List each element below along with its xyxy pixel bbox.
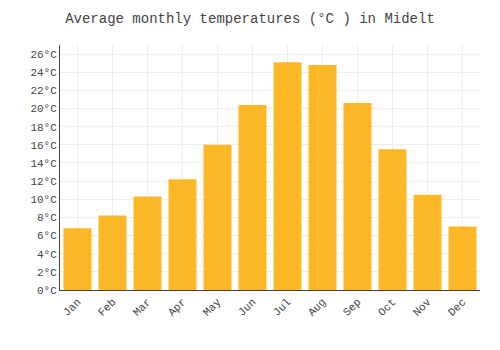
svg-text:20°C: 20°C bbox=[30, 103, 57, 115]
svg-text:Dec: Dec bbox=[446, 296, 468, 318]
svg-text:22°C: 22°C bbox=[30, 85, 57, 97]
svg-text:0°C: 0°C bbox=[37, 285, 57, 297]
svg-text:26°C: 26°C bbox=[30, 49, 57, 61]
svg-text:Aug: Aug bbox=[306, 296, 328, 318]
svg-text:12°C: 12°C bbox=[30, 176, 57, 188]
svg-text:Mar: Mar bbox=[131, 296, 153, 318]
svg-text:Apr: Apr bbox=[166, 296, 188, 318]
svg-text:16°C: 16°C bbox=[30, 140, 57, 152]
svg-text:Jan: Jan bbox=[61, 296, 83, 318]
svg-text:6°C: 6°C bbox=[37, 230, 57, 242]
svg-text:2°C: 2°C bbox=[37, 267, 57, 279]
svg-text:8°C: 8°C bbox=[37, 212, 57, 224]
svg-text:Oct: Oct bbox=[376, 296, 398, 318]
svg-text:May: May bbox=[201, 296, 224, 319]
svg-text:Jun: Jun bbox=[236, 296, 258, 318]
svg-text:Feb: Feb bbox=[96, 296, 118, 318]
svg-text:10°C: 10°C bbox=[30, 194, 57, 206]
svg-text:Jul: Jul bbox=[271, 296, 293, 318]
svg-text:24°C: 24°C bbox=[30, 67, 57, 79]
svg-text:18°C: 18°C bbox=[30, 122, 57, 134]
svg-text:Nov: Nov bbox=[411, 296, 434, 319]
svg-text:14°C: 14°C bbox=[30, 158, 57, 170]
svg-text:Average monthly temperatures (: Average monthly temperatures (°C ) in Mi… bbox=[65, 11, 435, 27]
svg-text:Sep: Sep bbox=[341, 296, 363, 318]
svg-text:4°C: 4°C bbox=[37, 249, 57, 261]
